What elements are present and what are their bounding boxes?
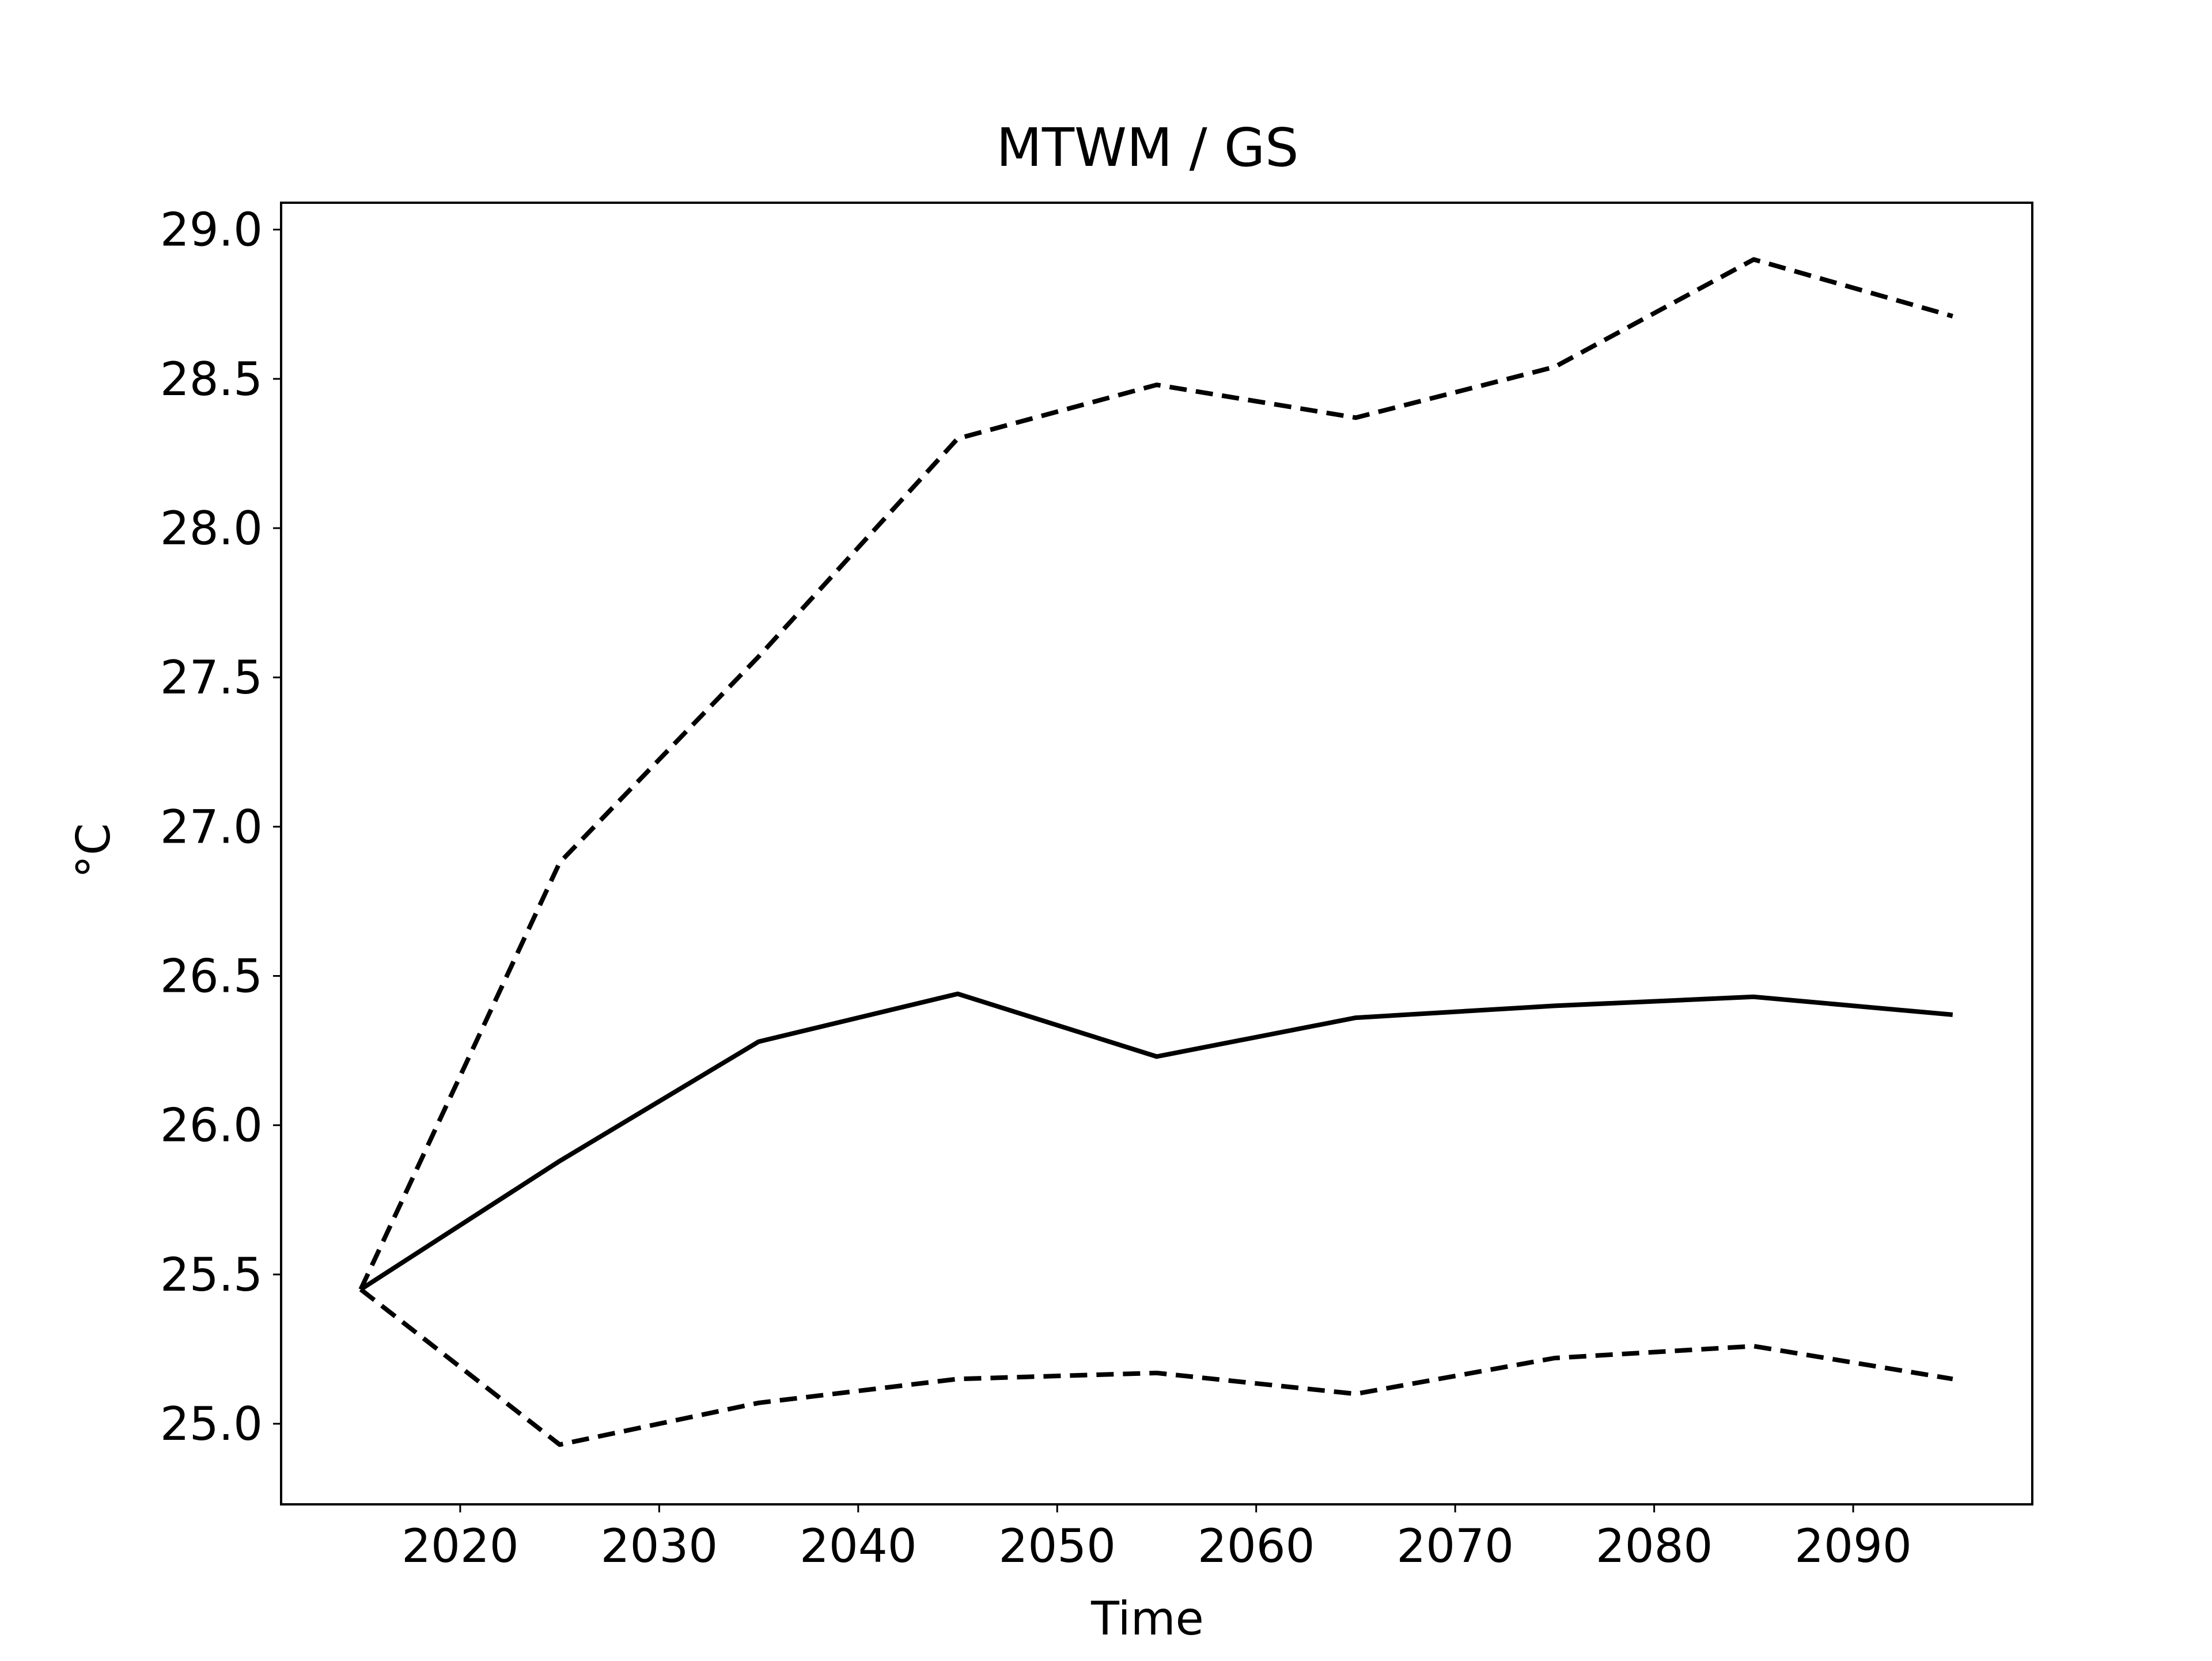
y-tick-label: 27.5 <box>160 651 263 704</box>
chart-title: MTWM / GS <box>996 117 1298 179</box>
y-tick-label: 28.0 <box>160 502 263 555</box>
x-axis-label: Time <box>1090 1592 1204 1645</box>
series-line-dashed-2 <box>359 1287 1953 1447</box>
series-lines <box>358 257 1953 1447</box>
axes: 2020 2030 2040 2050 2060 2070 2080 2090 25.0 25.5… <box>160 202 2033 1573</box>
y-tick-label: 26.5 <box>160 950 263 1003</box>
x-tick-label: 2020 <box>402 1519 519 1573</box>
x-tick-label: 2040 <box>800 1519 917 1573</box>
y-axis-label: °C <box>67 823 120 878</box>
series-line-dashed-1 <box>358 257 1953 1291</box>
y-tick-label: 28.5 <box>160 352 263 406</box>
x-tick-label: 2060 <box>1198 1519 1315 1573</box>
x-tick-label: 2050 <box>998 1519 1116 1573</box>
y-tick-label: 29.0 <box>160 203 263 257</box>
y-tick-label: 25.0 <box>160 1397 263 1451</box>
x-tick-label: 2090 <box>1794 1519 1912 1573</box>
x-tick-label: 2070 <box>1396 1519 1514 1573</box>
x-tick-label: 2030 <box>601 1519 718 1573</box>
y-tick-label: 25.5 <box>160 1248 263 1302</box>
series-line-solid <box>359 991 1953 1292</box>
x-tick-label: 2080 <box>1596 1519 1713 1573</box>
y-tick-label: 27.0 <box>160 800 263 854</box>
plot-frame <box>280 202 2033 1505</box>
y-tick-label: 26.0 <box>160 1099 263 1152</box>
